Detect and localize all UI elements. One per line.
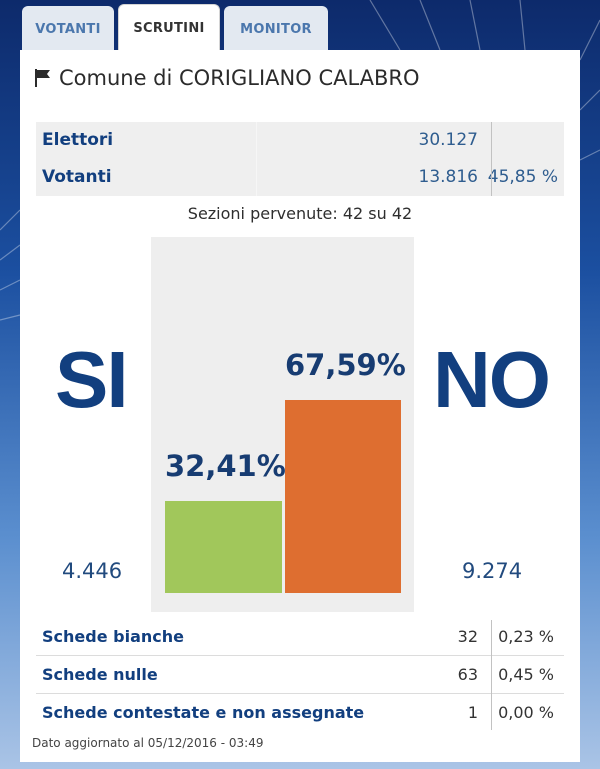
schede-nulle-label: Schede nulle (42, 665, 158, 684)
row-divider (36, 693, 564, 694)
si-bar (165, 501, 282, 593)
stat-row-elettori: Elettori 30.127 (36, 122, 564, 159)
table-row: Schede nulle 63 0,45 % (36, 656, 564, 693)
schede-bianche-pct: 0,23 % (498, 627, 554, 646)
si-percent-label: 32,41% (165, 449, 286, 483)
page-title: Comune di CORIGLIANO CALABRO (33, 66, 420, 90)
schede-bianche-value: 32 (457, 627, 478, 646)
tab-scrutini[interactable]: SCRUTINI (118, 4, 220, 52)
title-text: Comune di CORIGLIANO CALABRO (59, 66, 420, 90)
row-divider (36, 655, 564, 656)
schede-bianche-label: Schede bianche (42, 627, 184, 646)
votanti-label: Votanti (42, 167, 112, 187)
schede-contestate-value: 1 (467, 703, 478, 722)
results-panel: Comune di CORIGLIANO CALABRO Elettori 30… (20, 50, 580, 762)
no-percent-label: 67,59% (285, 348, 406, 382)
stats-divider (256, 122, 257, 196)
schede-contestate-label: Schede contestate e non assegnate (42, 703, 365, 722)
stats-divider-pct (491, 122, 492, 196)
elettori-label: Elettori (42, 130, 114, 150)
table-row: Schede contestate e non assegnate 1 0,00… (36, 694, 564, 731)
tab-votanti[interactable]: VOTANTI (22, 6, 114, 52)
no-heading: NO (433, 335, 551, 424)
votanti-percent: 45,85 % (487, 167, 558, 187)
results-chart: 32,41% 67,59% (151, 237, 414, 612)
flag-icon (35, 69, 50, 87)
last-updated: Dato aggiornato al 05/12/2016 - 03:49 (32, 736, 264, 750)
stat-row-votanti: Votanti 13.816 45,85 % (36, 159, 564, 196)
tab-monitor[interactable]: MONITOR (224, 6, 328, 52)
voters-stats: Elettori 30.127 Votanti 13.816 45,85 % (36, 122, 564, 196)
sezioni-pervenute: Sezioni pervenute: 42 su 42 (187, 204, 413, 223)
si-heading: SI (55, 335, 129, 424)
table-row: Schede bianche 32 0,23 % (36, 618, 564, 655)
votanti-value: 13.816 (418, 167, 478, 187)
schede-nulle-value: 63 (457, 665, 478, 684)
no-count: 9.274 (462, 559, 523, 583)
schede-contestate-pct: 0,00 % (498, 703, 554, 722)
table-divider (491, 620, 492, 730)
schede-nulle-pct: 0,45 % (498, 665, 554, 684)
si-count: 4.446 (62, 559, 123, 583)
no-bar (285, 400, 401, 593)
elettori-value: 30.127 (418, 130, 478, 150)
